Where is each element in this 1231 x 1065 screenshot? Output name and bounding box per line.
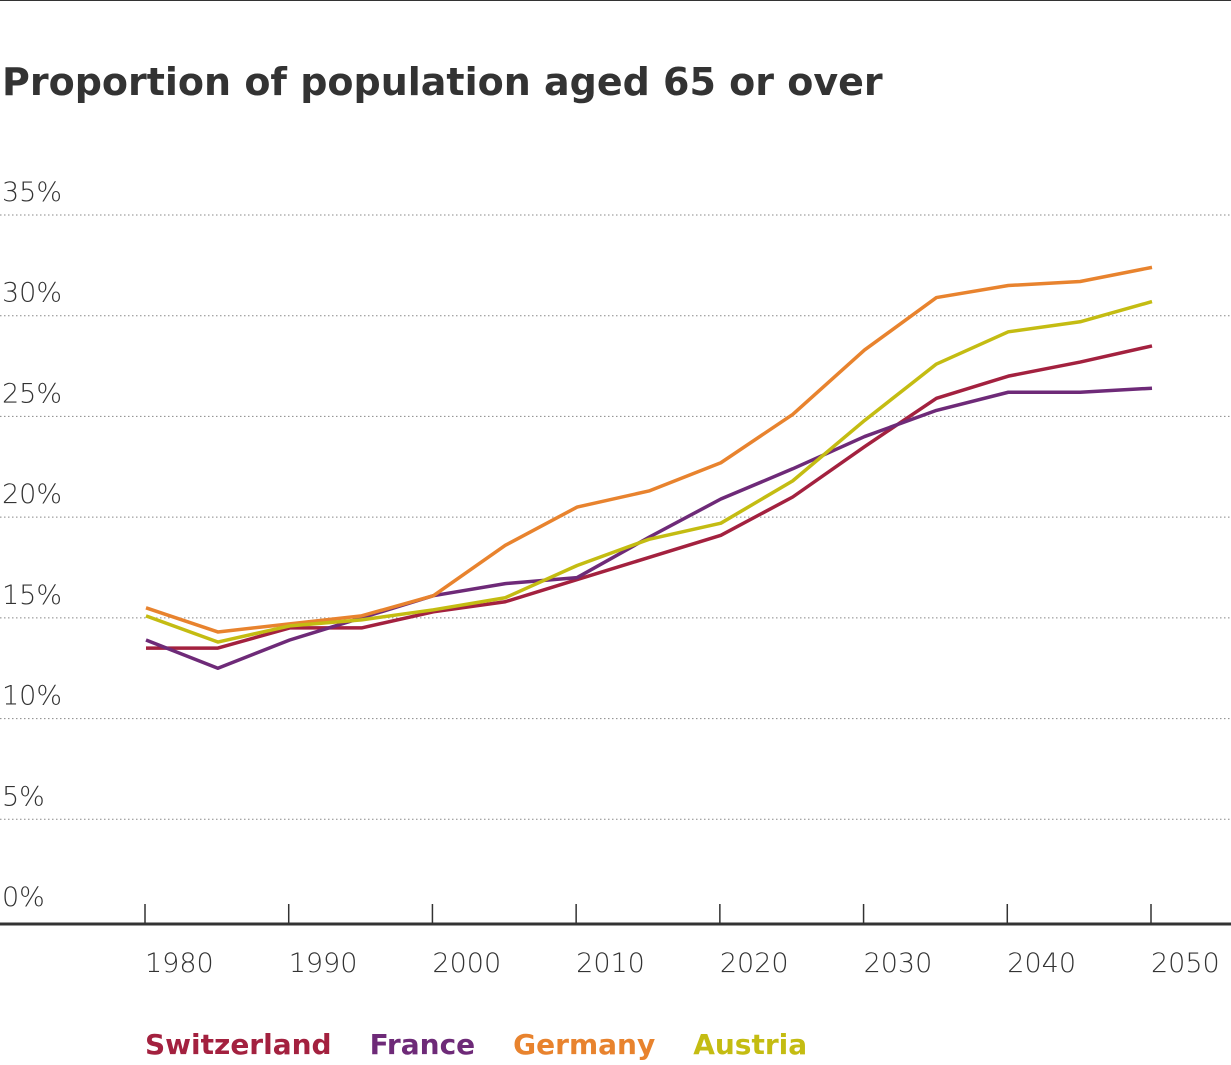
x-tick-label: 1990: [289, 948, 358, 979]
chart-title: Proportion of population aged 65 or over: [2, 60, 883, 104]
series-line: [146, 344, 1153, 650]
y-tick-label: 10%: [2, 681, 62, 712]
series-line: [145, 386, 1153, 670]
y-tick-label: 5%: [2, 781, 45, 812]
x-tick-label: 2040: [1007, 948, 1076, 979]
x-tick-label: 2020: [720, 948, 789, 979]
legend-entry: Austria: [693, 1028, 807, 1061]
y-tick-label: 15%: [2, 580, 62, 611]
series-line: [145, 265, 1153, 634]
y-tick-label: 20%: [2, 479, 62, 510]
x-tick-label: 2000: [432, 948, 501, 979]
x-tick-label: 2010: [576, 948, 645, 979]
x-tick-label: 1980: [145, 948, 214, 979]
legend-entry: France: [370, 1028, 476, 1061]
y-tick-label: 30%: [2, 278, 62, 309]
y-tick-label: 35%: [2, 177, 62, 208]
series-line: [145, 299, 1153, 644]
legend-entry: Germany: [513, 1028, 655, 1061]
x-tick-label: 2030: [864, 948, 933, 979]
y-tick-label: 25%: [2, 378, 62, 409]
x-tick-label: 2050: [1151, 948, 1220, 979]
legend-entry: Switzerland: [145, 1028, 332, 1061]
y-tick-label: 0%: [2, 882, 45, 913]
